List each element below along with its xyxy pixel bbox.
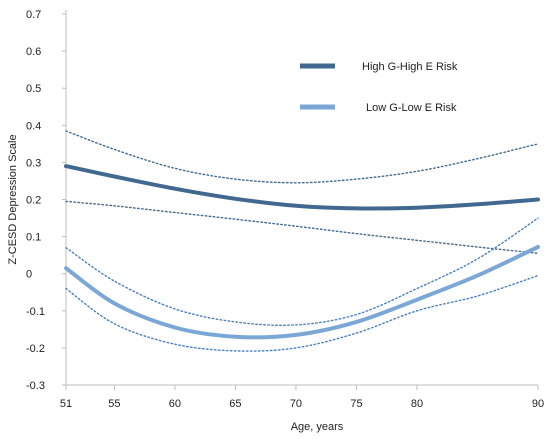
y-tick-label: 0.4 [26,120,41,132]
y-tick-label: -0.1 [26,306,45,318]
x-tick-label: 70 [290,398,302,410]
y-tick-label: -0.2 [26,343,45,355]
x-tick-label: 80 [411,398,423,410]
series-line [64,245,540,340]
y-tick-label: 0.5 [26,83,41,95]
x-tick-label: 60 [169,398,181,410]
axes: -0.3 -0.2 -0.1 0 0.1 0.2 0.3 0.4 0.5 0.6 0.7 51 55 60… [26,9,544,410]
x-tick-label: 90 [532,398,544,410]
confidence-band-line [65,130,539,184]
confidence-band-line [65,274,539,352]
y-tick-label: 0.1 [26,232,41,244]
x-tick-label: 75 [350,398,362,410]
y-tick-label: 0.6 [26,46,41,58]
legend-label: Low G-Low E Risk [366,102,457,114]
x-tick-label: 51 [60,398,72,410]
y-tick-label: 0 [26,269,32,281]
y-tick-label: 0.3 [26,157,41,169]
y-tick-label: 0.7 [26,9,41,21]
series-line [64,164,540,211]
x-tick-label: 55 [108,398,120,410]
y-axis-label: Z-CESD Depression Scale [7,134,19,264]
x-axis-label: Age, years [291,421,344,433]
confidence-band-line [65,217,539,327]
legend: High G-High E Risk Low G-Low E Risk [300,61,458,114]
legend-label: High G-High E Risk [362,61,458,73]
series-layer [64,130,540,352]
x-tick-label: 65 [229,398,241,410]
y-tick-label: -0.3 [26,380,45,392]
y-tick-label: 0.2 [26,195,41,207]
confidence-band-line [65,200,539,254]
